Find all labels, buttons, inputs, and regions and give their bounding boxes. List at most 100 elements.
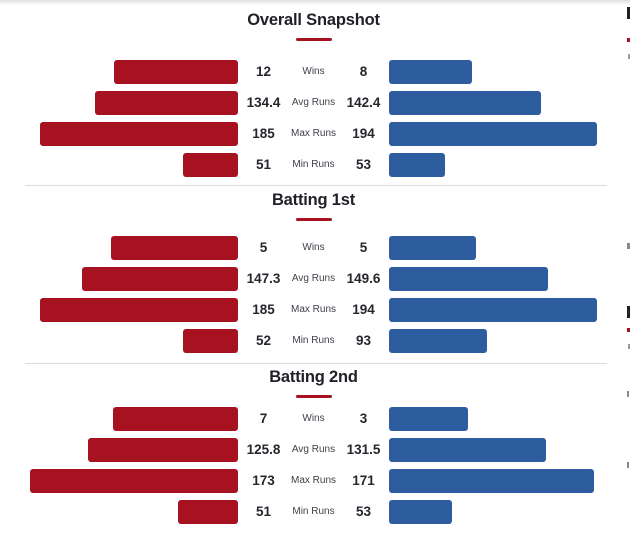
metric-row: 185 Max Runs 194 <box>0 122 627 146</box>
right-team-bar <box>389 153 445 177</box>
left-team-bar <box>183 329 238 353</box>
left-value: 51 <box>255 504 272 519</box>
left-bar-zone <box>0 407 238 431</box>
metric-row: 147.3 Avg Runs 149.6 <box>0 267 627 291</box>
right-bar-zone <box>389 407 468 431</box>
clipped-adjacent-panel-underline-fragment <box>627 38 630 42</box>
clipped-adjacent-panel-text-fragment <box>627 391 629 397</box>
left-team-bar <box>183 153 238 177</box>
left-bar-zone <box>0 329 238 353</box>
clipped-adjacent-panel-title-fragment <box>627 306 630 318</box>
panel-title: Batting 1st <box>271 191 356 209</box>
right-value: 3 <box>359 411 368 426</box>
section-divider <box>25 185 607 186</box>
top-edge-fade <box>0 0 630 5</box>
clipped-adjacent-panel-text-fragment <box>627 243 630 249</box>
title-underline-accent <box>295 218 332 221</box>
left-team-bar <box>40 122 238 146</box>
right-value: 194 <box>352 302 375 317</box>
left-team-bar <box>95 91 238 115</box>
left-bar-zone <box>0 60 238 84</box>
left-value: 51 <box>255 157 272 172</box>
left-value: 185 <box>252 126 275 141</box>
left-bar-zone <box>0 236 238 260</box>
right-value: 131.5 <box>346 442 381 457</box>
metric-label: Avg Runs <box>291 444 336 455</box>
right-bar-zone <box>389 153 445 177</box>
metric-row: 134.4 Avg Runs 142.4 <box>0 91 627 115</box>
left-bar-zone <box>0 122 238 146</box>
right-team-bar <box>389 438 546 462</box>
left-value: 7 <box>259 411 268 426</box>
right-bar-zone <box>389 236 476 260</box>
left-value: 12 <box>255 64 272 79</box>
metric-rows: 12 Wins 8 134.4 Avg Runs 142.4 185 Max Runs 194 5… <box>0 60 627 177</box>
right-value: 8 <box>359 64 368 79</box>
metric-row: 52 Min Runs 93 <box>0 329 627 353</box>
panel-title: Batting 2nd <box>269 368 358 386</box>
right-value: 194 <box>352 126 375 141</box>
left-value: 185 <box>252 302 275 317</box>
metric-label: Wins <box>302 66 325 77</box>
left-bar-zone <box>0 91 238 115</box>
section-divider <box>25 363 607 364</box>
left-value: 5 <box>259 240 268 255</box>
right-value: 53 <box>355 504 372 519</box>
right-bar-zone <box>389 298 597 322</box>
chart-panel-batting-2nd: Batting 2nd 7 Wins 3 125.8 Avg Runs 131.5 173 Ma… <box>0 364 627 540</box>
right-value: 5 <box>359 240 368 255</box>
title-underline-accent <box>295 395 332 398</box>
chart-panel-batting-1st: Batting 1st 5 Wins 5 147.3 Avg Runs 149.6 185 Ma… <box>0 186 627 363</box>
left-bar-zone <box>0 500 238 524</box>
left-bar-zone <box>0 298 238 322</box>
clipped-adjacent-panel-text-fragment <box>628 54 630 59</box>
metric-label: Max Runs <box>291 475 337 486</box>
metric-row: 173 Max Runs 171 <box>0 469 627 493</box>
clipped-adjacent-panel-text-fragment <box>628 344 630 349</box>
right-bar-zone <box>389 267 548 291</box>
metric-row: 12 Wins 8 <box>0 60 627 84</box>
left-value: 147.3 <box>246 271 281 286</box>
left-value: 173 <box>252 473 275 488</box>
metric-label: Max Runs <box>291 304 337 315</box>
left-team-bar <box>113 407 238 431</box>
left-team-bar <box>82 267 238 291</box>
metric-rows: 5 Wins 5 147.3 Avg Runs 149.6 185 Max Runs 194 52… <box>0 236 627 353</box>
panel-title: Overall Snapshot <box>247 11 380 29</box>
metric-label: Max Runs <box>291 128 337 139</box>
left-team-bar <box>30 469 238 493</box>
right-bar-zone <box>389 469 594 493</box>
right-bar-zone <box>389 438 546 462</box>
right-team-bar <box>389 407 468 431</box>
metric-row: 125.8 Avg Runs 131.5 <box>0 438 627 462</box>
right-team-bar <box>389 469 594 493</box>
metric-label: Wins <box>302 242 325 253</box>
left-team-bar <box>114 60 238 84</box>
left-team-bar <box>178 500 238 524</box>
right-team-bar <box>389 60 472 84</box>
left-bar-zone <box>0 153 238 177</box>
chart-panel-overall-snapshot: Overall Snapshot 12 Wins 8 134.4 Avg Runs 142.… <box>0 0 627 185</box>
metric-label: Wins <box>302 413 325 424</box>
right-value: 149.6 <box>346 271 381 286</box>
left-team-bar <box>111 236 238 260</box>
right-team-bar <box>389 500 452 524</box>
metric-row: 51 Min Runs 53 <box>0 500 627 524</box>
metric-label: Min Runs <box>292 506 335 517</box>
right-team-bar <box>389 329 487 353</box>
metric-label: Avg Runs <box>291 273 336 284</box>
left-team-bar <box>40 298 238 322</box>
right-team-bar <box>389 267 548 291</box>
right-bar-zone <box>389 122 597 146</box>
right-value: 142.4 <box>346 95 381 110</box>
clipped-adjacent-panel-title-fragment <box>627 7 630 19</box>
right-team-bar <box>389 91 541 115</box>
left-bar-zone <box>0 438 238 462</box>
right-bar-zone <box>389 329 487 353</box>
metric-label: Min Runs <box>292 159 335 170</box>
right-team-bar <box>389 122 597 146</box>
title-underline-accent <box>295 38 332 41</box>
right-value: 53 <box>355 157 372 172</box>
right-team-bar <box>389 298 597 322</box>
